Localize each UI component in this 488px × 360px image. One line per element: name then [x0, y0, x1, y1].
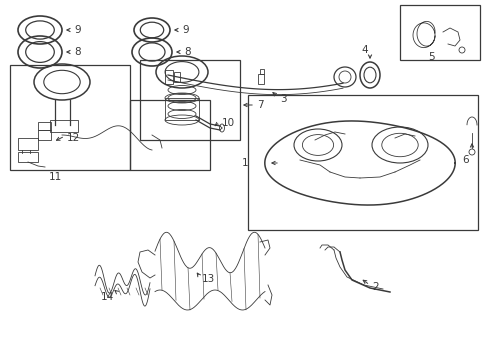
- Text: 8: 8: [183, 47, 190, 57]
- Text: 4: 4: [361, 45, 367, 55]
- Bar: [18, 152, 38, 162]
- Bar: [260, 69, 264, 74]
- Bar: [18, 138, 38, 150]
- Text: 9: 9: [182, 25, 188, 35]
- Bar: [130, 100, 209, 170]
- Bar: [399, 5, 479, 60]
- Bar: [38, 122, 51, 130]
- Text: 2: 2: [371, 282, 378, 292]
- Bar: [140, 60, 240, 140]
- Text: 1: 1: [241, 158, 247, 168]
- Text: 3: 3: [280, 94, 286, 104]
- Text: 7: 7: [257, 100, 263, 110]
- Text: 6: 6: [462, 155, 468, 165]
- Text: 14: 14: [100, 292, 113, 302]
- Bar: [164, 98, 199, 120]
- Text: 9: 9: [74, 25, 81, 35]
- Bar: [10, 65, 130, 170]
- Text: 12: 12: [67, 133, 80, 143]
- Bar: [38, 130, 51, 140]
- Text: 10: 10: [222, 118, 235, 128]
- Bar: [50, 120, 78, 132]
- Bar: [247, 95, 477, 230]
- Bar: [164, 70, 173, 84]
- Bar: [174, 72, 180, 82]
- Text: 5: 5: [427, 52, 434, 62]
- Text: 13: 13: [202, 274, 215, 284]
- Bar: [258, 74, 264, 84]
- Text: 8: 8: [74, 47, 81, 57]
- Text: 11: 11: [48, 172, 61, 182]
